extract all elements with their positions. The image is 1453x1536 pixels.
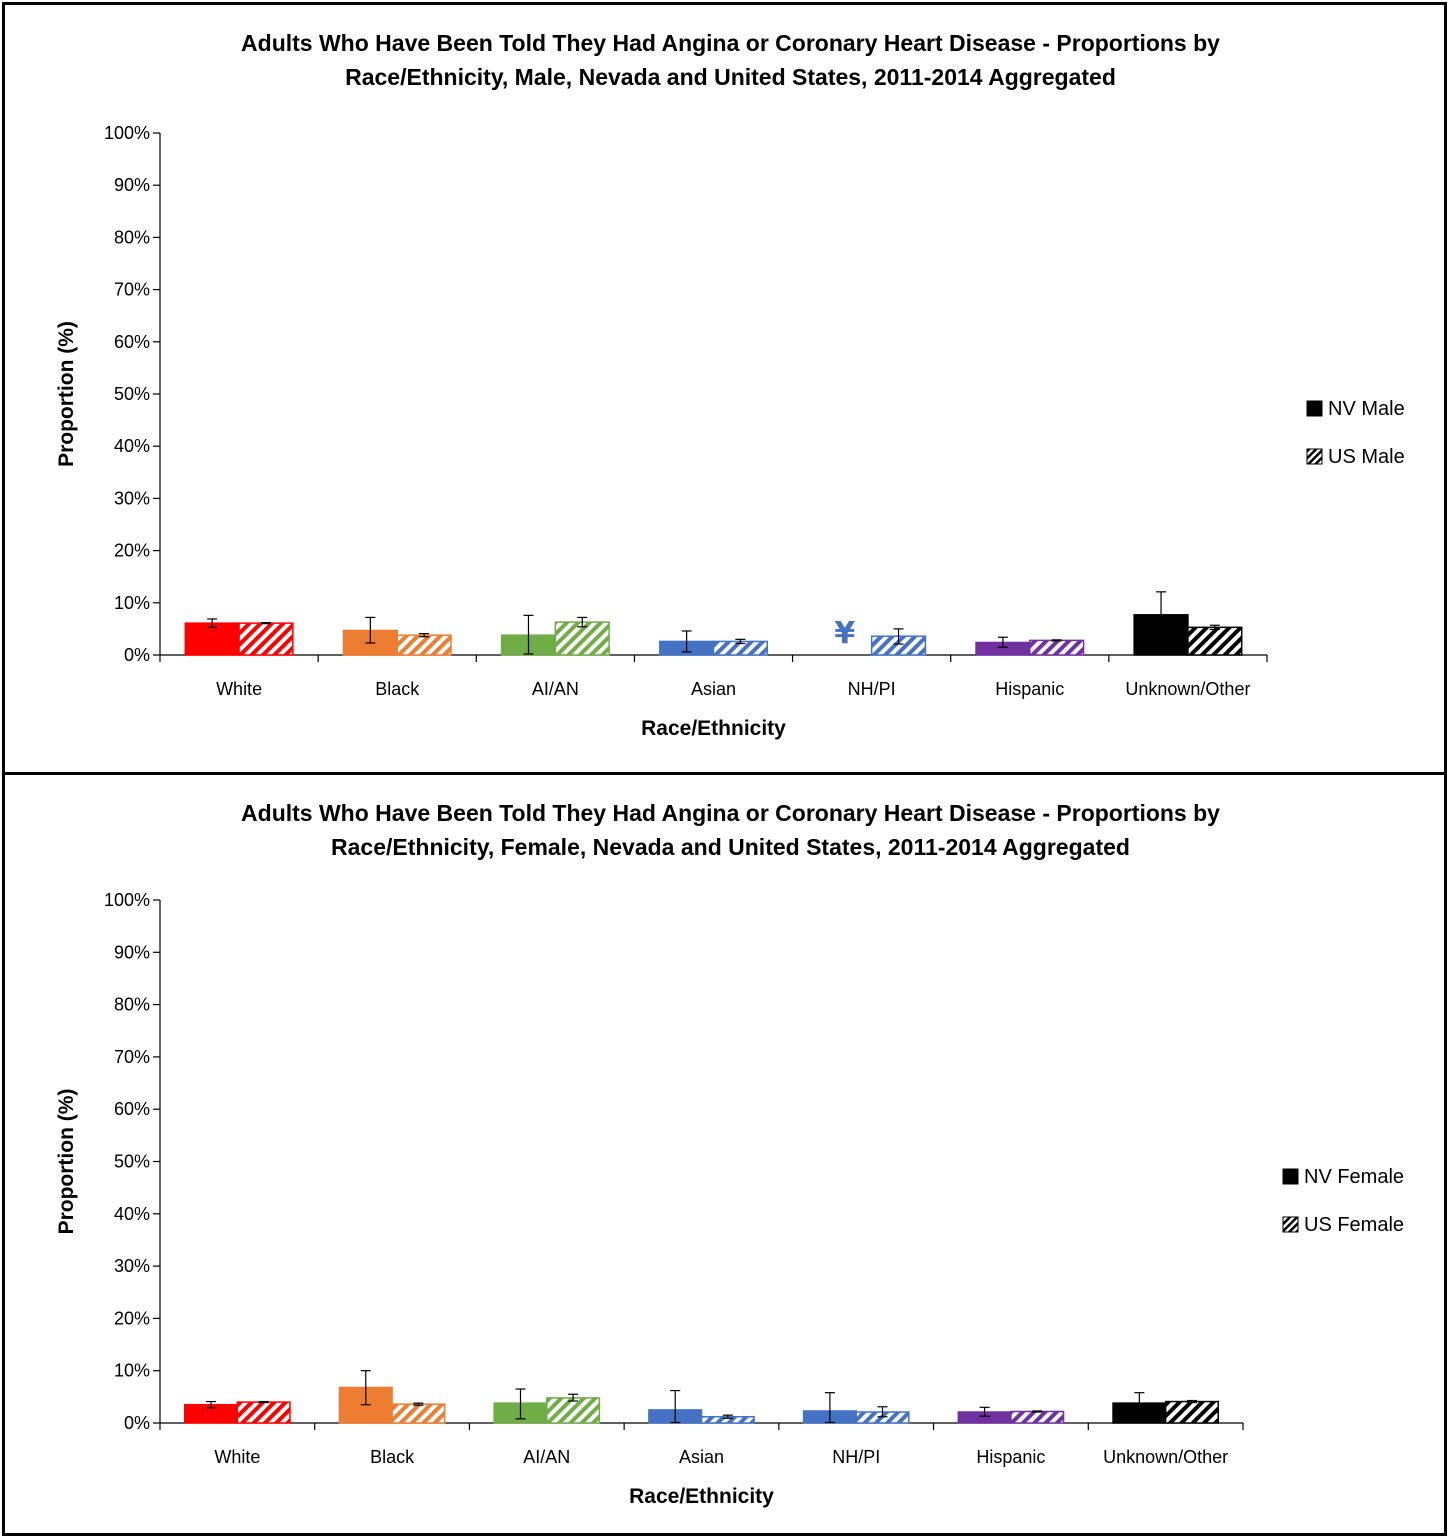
y-tick-label: 100% <box>104 890 150 910</box>
error-bar-us-male-ai-an <box>577 616 588 628</box>
x-tick-label-unknown-other: Unknown/Other <box>1103 1447 1228 1467</box>
error-bar-nv-male-ai-an <box>523 614 534 655</box>
x-tick-label-nh-pi: NH/PI <box>832 1447 880 1467</box>
error-bar-nv-female-nh-pi <box>824 1392 835 1424</box>
y-tick-label: 0% <box>124 1413 150 1433</box>
x-tick-label-hispanic: Hispanic <box>976 1447 1045 1467</box>
bar-us-female-unknown-other <box>1164 1400 1219 1424</box>
error-bar-nv-female-ai-an <box>515 1388 526 1420</box>
x-tick-label-hispanic: Hispanic <box>995 679 1064 699</box>
y-tick-label: 40% <box>114 436 150 456</box>
error-bar-us-female-asian <box>722 1414 733 1419</box>
bar-us-male-white <box>238 622 294 656</box>
suppressed-symbol-nh-pi: ¥ <box>834 616 855 651</box>
error-bar-nv-female-asian <box>670 1389 681 1424</box>
error-bar-nv-female-black <box>360 1370 371 1406</box>
error-bar-us-female-nh-pi <box>877 1406 888 1418</box>
error-bar-nv-female-hispanic <box>979 1406 990 1417</box>
legend-label-us-male: US Male <box>1328 446 1405 468</box>
bar-us-male-unknown-other <box>1187 626 1243 656</box>
bar-us-female-hispanic <box>1010 1410 1065 1424</box>
error-bar-us-female-white <box>258 1400 269 1404</box>
legend-label-nv-female: NV Female <box>1304 1166 1404 1188</box>
y-tick-label: 80% <box>114 995 150 1015</box>
error-bar-us-male-black <box>419 632 430 638</box>
legend-swatch-nv-male <box>1306 400 1323 417</box>
x-tick-label-nh-pi: NH/PI <box>848 679 896 699</box>
y-tick-label: 20% <box>114 1308 150 1328</box>
y-tick-label: 50% <box>114 1152 150 1172</box>
chart-title-line-2: Race/Ethnicity, Female, Nevada and Unite… <box>331 834 1130 860</box>
error-bar-nv-female-unknown-other <box>1134 1392 1145 1415</box>
male-chart-panel: Adults Who Have Been Told They Had Angin… <box>2 2 1447 776</box>
y-tick-label: 80% <box>114 227 150 247</box>
error-bar-nv-female-white <box>206 1400 217 1409</box>
y-tick-label: 10% <box>114 593 150 613</box>
error-bar-us-male-nh-pi <box>893 628 904 645</box>
x-tick-label-white: White <box>214 1447 260 1467</box>
error-bar-us-female-black <box>413 1402 424 1406</box>
error-bar-nv-male-hispanic <box>997 636 1008 648</box>
y-tick-label: 20% <box>114 541 150 561</box>
bar-us-female-ai-an <box>546 1397 601 1424</box>
error-bar-nv-male-asian <box>681 630 692 653</box>
x-tick-label-asian: Asian <box>679 1447 724 1467</box>
x-tick-label-white: White <box>216 679 262 699</box>
y-tick-label: 30% <box>114 1256 150 1276</box>
y-tick-label: 60% <box>114 1099 150 1119</box>
legend-swatch-nv-female <box>1282 1168 1299 1185</box>
bar-us-male-ai-an <box>554 621 610 656</box>
x-axis-title: Race/Ethnicity <box>641 717 786 740</box>
y-tick-label: 70% <box>114 280 150 300</box>
y-tick-label: 70% <box>114 1047 150 1067</box>
y-tick-label: 10% <box>114 1361 150 1381</box>
y-axis-title: Proportion (%) <box>55 1089 78 1235</box>
error-bar-us-male-unknown-other <box>1209 624 1220 631</box>
y-tick-label: 50% <box>114 384 150 404</box>
error-bar-us-female-unknown-other <box>1186 1399 1197 1404</box>
error-bar-us-female-hispanic <box>1032 1410 1043 1413</box>
y-tick-label: 100% <box>104 123 150 143</box>
legend-swatch-us-female <box>1282 1216 1299 1233</box>
error-bar-us-male-white <box>260 622 271 625</box>
error-bar-nv-male-unknown-other <box>1156 591 1167 639</box>
chart-title-line-1: Adults Who Have Been Told They Had Angin… <box>241 30 1220 56</box>
error-bar-us-male-asian <box>735 638 746 645</box>
y-tick-label: 0% <box>124 645 150 665</box>
bar-us-female-white <box>236 1401 291 1424</box>
female-chart-svg: Adults Who Have Been Told They Had Angin… <box>55 800 1404 1508</box>
error-bar-nv-male-black <box>365 616 376 644</box>
x-tick-label-black: Black <box>370 1447 415 1467</box>
x-tick-label-black: Black <box>375 679 420 699</box>
male-chart-svg: Adults Who Have Been Told They Had Angin… <box>55 30 1405 740</box>
y-tick-label: 90% <box>114 175 150 195</box>
error-bar-us-female-ai-an <box>568 1393 579 1402</box>
x-tick-label-asian: Asian <box>691 679 736 699</box>
error-bar-us-male-hispanic <box>1051 639 1062 642</box>
error-bar-nv-male-white <box>207 618 218 628</box>
x-axis-title: Race/Ethnicity <box>629 1485 774 1508</box>
x-tick-label-ai-an: AI/AN <box>532 679 579 699</box>
bar-us-male-black <box>396 634 452 656</box>
legend-label-nv-male: NV Male <box>1328 398 1405 420</box>
y-tick-label: 90% <box>114 942 150 962</box>
legend-label-us-female: US Female <box>1304 1214 1404 1236</box>
bar-us-male-hispanic <box>1029 639 1085 656</box>
chart-title-line-2: Race/Ethnicity, Male, Nevada and United … <box>345 64 1116 90</box>
legend-swatch-us-male <box>1306 448 1323 465</box>
y-axis-title: Proportion (%) <box>55 321 78 467</box>
female-chart-panel: Adults Who Have Been Told They Had Angin… <box>2 772 1447 1536</box>
y-tick-label: 40% <box>114 1204 150 1224</box>
x-tick-label-ai-an: AI/AN <box>523 1447 570 1467</box>
x-tick-label-unknown-other: Unknown/Other <box>1125 679 1250 699</box>
y-tick-label: 30% <box>114 488 150 508</box>
bar-us-female-black <box>391 1403 446 1424</box>
bar-nv-male-white <box>184 622 240 656</box>
chart-title-line-1: Adults Who Have Been Told They Had Angin… <box>241 800 1220 826</box>
y-tick-label: 60% <box>114 332 150 352</box>
